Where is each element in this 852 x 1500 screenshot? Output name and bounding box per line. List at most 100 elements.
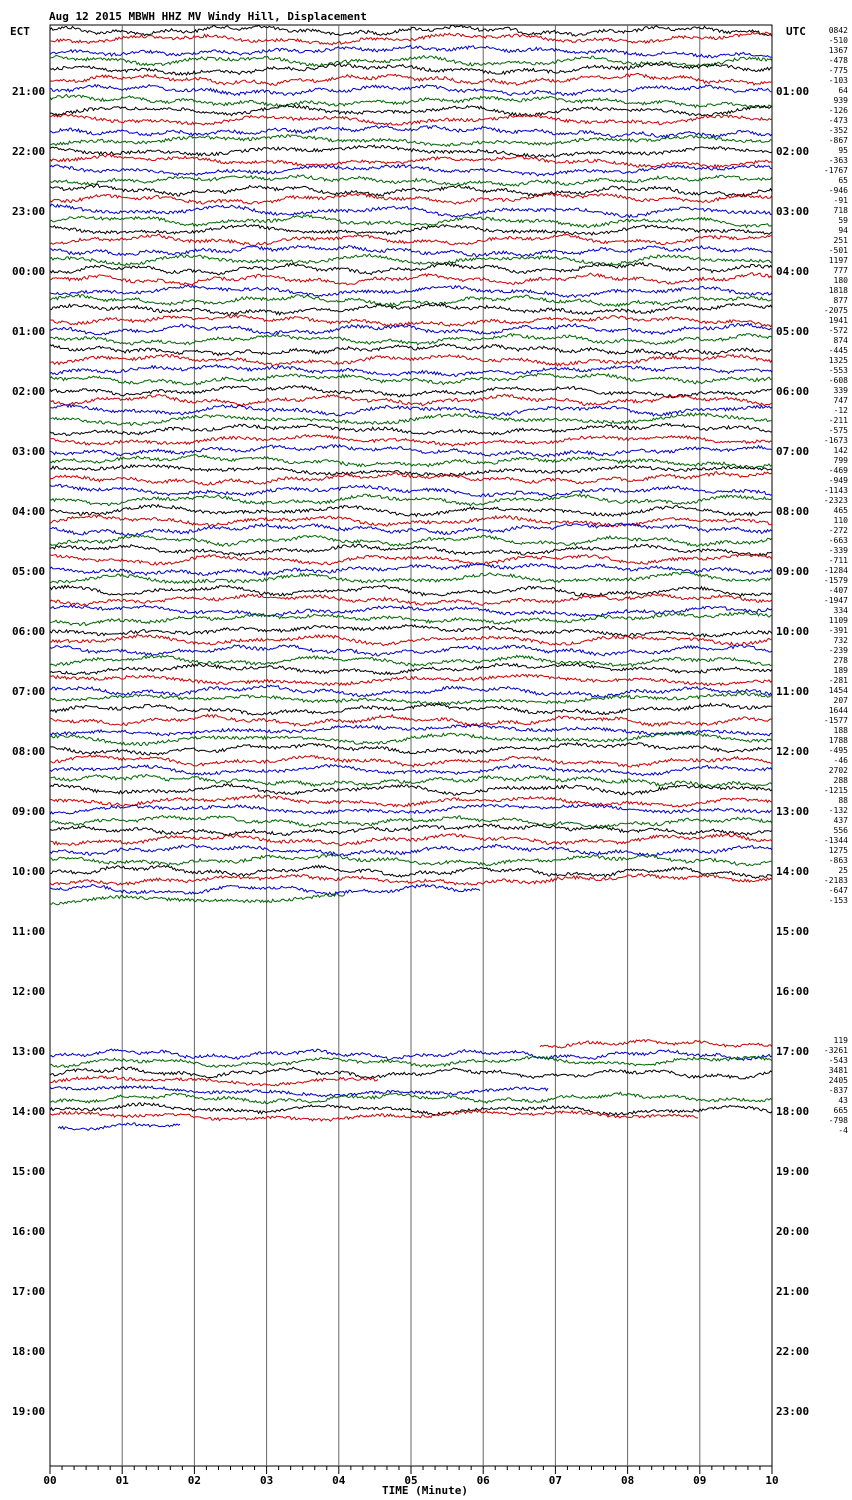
left-time-label: 07:00	[12, 685, 45, 698]
seismic-trace	[49, 654, 773, 668]
seismic-trace	[49, 552, 773, 566]
left-time-label: 19:00	[12, 1405, 45, 1418]
trace-offset-label: 1325	[829, 356, 848, 365]
seismic-trace	[50, 741, 773, 756]
seismic-trace	[49, 364, 773, 377]
x-tick-label: 01	[116, 1474, 130, 1487]
trace-offset-label: 188	[834, 726, 849, 735]
trace-offset-label: -572	[829, 326, 848, 335]
trace-offset-label: -1767	[824, 166, 848, 175]
seismic-trace	[49, 223, 773, 237]
left-time-label: 22:00	[12, 145, 45, 158]
trace-offset-label: 939	[834, 96, 849, 105]
trace-offset-label: -867	[829, 136, 848, 145]
trace-offset-label: -46	[834, 756, 849, 765]
right-time-label: 11:00	[776, 685, 809, 698]
trace-offset-label: -469	[829, 466, 848, 475]
left-time-label: 23:00	[12, 205, 45, 218]
trace-offset-label: -1579	[824, 576, 848, 585]
right-time-label: 19:00	[776, 1165, 809, 1178]
seismic-trace	[49, 872, 773, 886]
seismic-trace	[49, 584, 773, 598]
seismic-trace	[49, 214, 773, 229]
trace-offset-label: 437	[834, 816, 849, 825]
seismic-trace	[49, 24, 773, 37]
trace-offset-label: -3261	[824, 1046, 848, 1055]
seismic-trace	[49, 332, 773, 346]
seismic-trace	[49, 1066, 773, 1080]
seismic-trace	[49, 1102, 773, 1117]
seismic-trace	[49, 723, 773, 737]
trace-offset-label: 288	[834, 776, 849, 785]
left-time-label: 21:00	[12, 85, 45, 98]
seismic-trace	[49, 31, 773, 46]
seismic-trace	[50, 433, 773, 447]
x-tick-label: 03	[260, 1474, 273, 1487]
seismic-trace	[49, 892, 346, 906]
trace-offset-label: 1367	[829, 46, 848, 55]
trace-offset-label: -126	[829, 106, 848, 115]
trace-offset-label: -281	[829, 676, 848, 685]
right-time-label: 01:00	[776, 85, 809, 98]
seismic-trace	[49, 233, 772, 247]
left-time-label: 17:00	[12, 1285, 45, 1298]
trace-offset-label: -2075	[824, 306, 848, 315]
right-time-label: 20:00	[776, 1225, 809, 1238]
trace-offset-label: 189	[834, 666, 849, 675]
seismic-trace	[49, 322, 773, 336]
seismic-trace	[49, 471, 773, 486]
right-time-label: 22:00	[776, 1345, 809, 1358]
left-time-label: 13:00	[12, 1045, 45, 1058]
seismic-trace	[49, 113, 773, 126]
trace-offset-label: -1344	[824, 836, 848, 845]
trace-offset-label: -949	[829, 476, 848, 485]
seismic-trace	[49, 372, 773, 386]
trace-offset-label: -1577	[824, 716, 848, 725]
right-time-label: 14:00	[776, 865, 809, 878]
trace-offset-label: -339	[829, 546, 848, 555]
trace-offset-label: 665	[834, 1106, 849, 1115]
seismic-trace	[49, 44, 773, 59]
trace-offset-label: 747	[834, 396, 849, 405]
seismic-trace	[49, 832, 773, 847]
x-tick-label: 02	[188, 1474, 201, 1487]
trace-offset-label: -12	[834, 406, 849, 415]
trace-offset-label: 110	[834, 516, 849, 525]
trace-offset-label: 25	[838, 866, 848, 875]
seismic-trace	[49, 124, 773, 139]
seismic-trace	[49, 684, 773, 699]
seismic-trace	[49, 731, 773, 747]
trace-offset-label: -775	[829, 66, 848, 75]
right-time-label: 17:00	[776, 1045, 809, 1058]
right-time-label: 15:00	[776, 925, 809, 938]
trace-offset-label: -647	[829, 886, 848, 895]
trace-offset-label: -608	[829, 376, 848, 385]
trace-offset-label: 1644	[829, 706, 848, 715]
trace-offset-label: -1284	[824, 566, 848, 575]
right-time-label: 13:00	[776, 805, 809, 818]
seismic-trace	[49, 571, 773, 585]
trace-offset-label: -473	[829, 116, 848, 125]
seismic-trace	[49, 144, 773, 158]
trace-offset-label: -501	[829, 246, 848, 255]
trace-offset-label: -510	[829, 36, 848, 45]
trace-offset-label: -239	[829, 646, 848, 655]
right-time-label: 07:00	[776, 445, 809, 458]
seismic-trace	[49, 253, 773, 267]
seismic-trace	[49, 673, 773, 687]
trace-offset-label: -272	[829, 526, 848, 535]
left-time-label: 00:00	[12, 265, 45, 278]
trace-offset-label: -2323	[824, 496, 848, 505]
seismic-trace	[49, 483, 773, 498]
seismic-trace	[49, 302, 773, 317]
seismic-trace	[49, 192, 773, 205]
seismic-trace	[49, 203, 773, 219]
trace-offset-label: -1673	[824, 436, 848, 445]
trace-offset-label: 1818	[829, 286, 848, 295]
seismic-trace	[49, 1055, 773, 1069]
trace-offset-label: -153	[829, 896, 848, 905]
trace-offset-label: 59	[838, 216, 848, 225]
trace-offset-label: 88	[838, 796, 848, 805]
x-tick-label: 05	[404, 1474, 417, 1487]
right-time-label: 03:00	[776, 205, 809, 218]
